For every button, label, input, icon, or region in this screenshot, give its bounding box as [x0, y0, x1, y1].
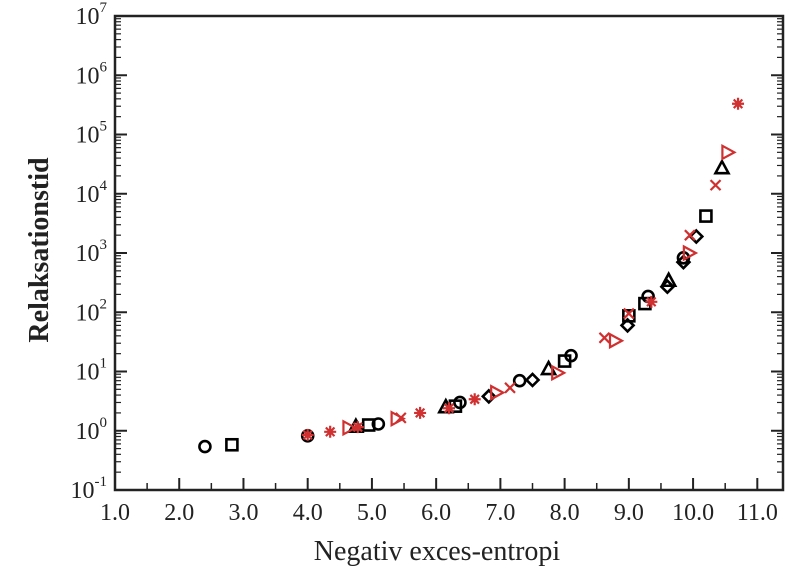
data-point-square [622, 309, 636, 323]
data-point-cross [504, 382, 516, 394]
y-tick-base: 10 [76, 419, 100, 445]
x-tick-label: 5.0 [357, 500, 387, 526]
y-tick-label: 107 [76, 0, 108, 30]
y-tick-exponent: 2 [100, 296, 108, 312]
data-point-square [225, 437, 239, 452]
data-point-asterisk [351, 421, 364, 434]
y-tick-label: 10-1 [71, 474, 108, 504]
data-point-asterisk [324, 425, 337, 438]
y-tick-label: 102 [76, 296, 108, 326]
data-point-circle [198, 439, 212, 454]
data-point-triangle-right [682, 244, 699, 262]
x-tick-label: 9.0 [614, 500, 644, 526]
y-tick-label: 103 [76, 237, 108, 267]
y-tick-label: 101 [76, 356, 108, 386]
y-tick-exponent: 7 [100, 0, 108, 16]
data-point-triangle-right [551, 364, 567, 382]
data-point-circle [453, 395, 467, 410]
data-point-cross [709, 179, 722, 191]
y-tick-base: 10 [76, 182, 100, 208]
y-tick-exponent: 3 [100, 237, 108, 253]
y-tick-base: 10 [76, 4, 100, 30]
data-point-diamond [688, 228, 705, 245]
data-point-diamond [619, 317, 636, 334]
data-point-cross [598, 332, 611, 344]
data-point-triangle-right [342, 419, 358, 437]
y-tick-exponent: 6 [100, 59, 108, 75]
data-point-triangle-right [721, 143, 737, 161]
data-points [198, 97, 745, 454]
data-point-triangle [713, 158, 731, 175]
x-axis: 1.0 2.0 3.0 4.0 5.0 6.0 7.0 8.0 9.0 10.0 11.0 [100, 478, 778, 526]
y-tick-base: 10 [76, 300, 100, 326]
data-point-asterisk [414, 406, 427, 419]
data-point-triangle [659, 271, 678, 288]
y-tick-exponent: 5 [100, 119, 108, 135]
x-tick-label: 2.0 [164, 500, 194, 526]
data-point-cross [623, 307, 635, 320]
x-tick-label: 6.0 [421, 500, 451, 526]
data-point-asterisk [468, 393, 481, 406]
y-tick-base: 10 [76, 241, 100, 267]
data-point-cross [395, 412, 407, 424]
x-tick-label: 7.0 [485, 500, 515, 526]
data-point-triangle-right [608, 332, 625, 350]
data-point-asterisk [732, 97, 745, 110]
x-tick-label: 10.0 [672, 500, 714, 526]
y-tick-label: 105 [76, 119, 108, 149]
x-tick-label: 1.0 [100, 500, 130, 526]
x-tick-label: 3.0 [228, 500, 258, 526]
data-point-cross [684, 229, 696, 241]
y-tick-exponent: 0 [100, 415, 108, 431]
data-point-square [699, 209, 713, 223]
data-point-diamond [524, 372, 541, 388]
data-point-circle [512, 373, 527, 388]
y-tick-label: 104 [76, 178, 108, 208]
x-tick-label: 11.0 [737, 500, 778, 526]
y-tick-label: 100 [76, 415, 108, 445]
y-tick-exponent: 4 [100, 178, 108, 194]
y-tick-base: 10 [76, 360, 100, 386]
y-axis-label: Relaksationstid [24, 157, 55, 343]
y-tick-exponent: -1 [95, 474, 108, 490]
y-tick-exponent: 1 [100, 356, 108, 372]
data-point-asterisk [443, 402, 455, 415]
y-tick-label: 106 [76, 59, 108, 89]
data-point-diamond [480, 388, 497, 405]
data-point-triangle-right [490, 384, 506, 401]
x-tick-label: 4.0 [293, 500, 323, 526]
data-point-circle [564, 348, 578, 363]
data-point-asterisk [301, 428, 314, 441]
x-axis-label: Negativ exces-entropi [314, 536, 561, 567]
y-tick-base: 10 [71, 478, 95, 504]
data-point-asterisk [645, 295, 658, 308]
y-tick-base: 10 [76, 123, 100, 149]
y-tick-base: 10 [76, 63, 100, 89]
data-point-circle [371, 417, 386, 431]
x-tick-label: 8.0 [550, 500, 580, 526]
